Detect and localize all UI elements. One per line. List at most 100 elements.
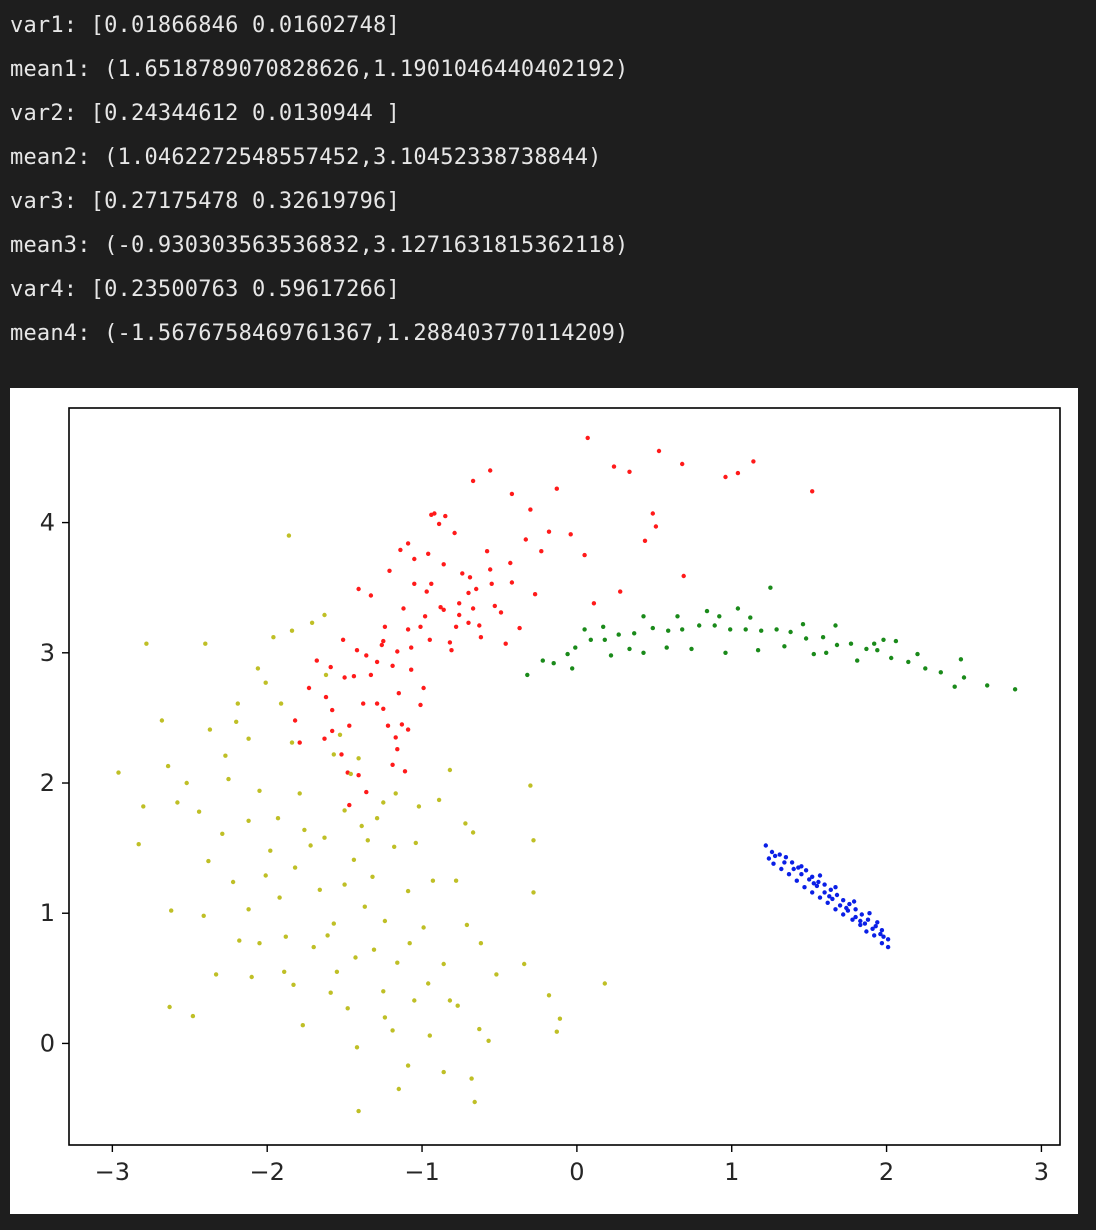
points-layer [116,435,1018,1114]
data-point [371,947,377,952]
data-point [263,873,268,878]
data-point [864,929,869,934]
data-point [353,955,358,960]
data-point [207,727,213,732]
data-point [427,1033,432,1038]
data-point [748,615,753,620]
data-point [309,620,315,625]
data-point [249,974,254,980]
data-point [885,944,891,950]
data-point [616,632,621,637]
scatter-plot-output: −3 −2 −1 0 1 2 3 0 1 2 3 4 [10,388,1078,1214]
data-point [235,701,240,706]
data-point [306,685,312,691]
data-point [422,614,428,619]
data-point [618,589,623,594]
data-point [539,549,544,554]
data-point [723,474,728,480]
data-point [546,993,552,998]
data-point [426,981,431,986]
data-point [554,486,559,491]
data-point [340,637,346,642]
output-line-mean2: mean2: (1.0462272548557452,3.10452338738… [10,145,602,170]
data-point [870,926,875,931]
data-point [811,881,816,886]
x-tick-label: 1 [724,1158,739,1186]
data-point [469,1076,474,1081]
data-point [488,468,493,473]
data-point [653,524,659,529]
data-point [704,608,710,614]
data-point [317,887,322,892]
data-point [390,762,395,767]
data-point [938,670,943,675]
data-point [453,624,459,629]
data-point [427,637,432,642]
data-point [385,723,391,728]
data-point [365,838,370,843]
data-point [323,672,329,678]
data-point [817,895,823,900]
data-point [551,661,556,666]
data-point [800,622,806,627]
data-point [399,722,405,727]
data-point [203,641,208,646]
output-line-mean4: mean4: (-1.5676758469761367,1.2884037701… [10,321,629,346]
data-point [196,809,202,814]
data-point [268,848,273,853]
data-point [409,667,414,672]
data-point [421,925,426,930]
data-point [810,890,815,895]
data-point [167,1004,172,1010]
series-4 [116,533,607,1114]
data-point [159,718,165,723]
data-point [345,1006,350,1011]
data-point [361,701,366,706]
data-point [834,642,840,648]
data-point [841,898,846,903]
data-point [531,890,536,895]
data-point [331,752,336,757]
output-line-mean1: mean1: (1.6518789070828626,1.19010464404… [10,57,629,82]
data-point [436,797,442,803]
data-point [771,861,776,866]
data-point [223,753,228,758]
data-point [650,511,655,516]
data-point [680,461,685,467]
data-point [441,562,446,567]
data-point [523,537,528,542]
data-point [772,853,778,859]
data-point [246,818,251,823]
data-point [851,899,857,904]
data-point [368,593,374,598]
data-point [498,610,504,615]
data-point [393,791,398,796]
data-point [379,642,384,648]
data-point [429,581,434,586]
data-point [827,894,832,899]
series-1 [292,435,815,808]
data-point [958,657,964,662]
data-point [488,567,493,572]
data-point [768,585,773,590]
data-point [885,937,891,942]
data-point [359,823,364,829]
data-point [351,674,357,679]
data-point [985,683,990,688]
data-point [426,551,431,556]
data-point [278,701,284,706]
scatter-chart: −3 −2 −1 0 1 2 3 0 1 2 3 4 [40,407,1061,1186]
data-point [432,511,437,516]
x-tick-label: 3 [1034,1158,1049,1186]
data-point [453,878,459,883]
data-point [472,1099,477,1105]
data-point [791,866,796,872]
data-point [816,879,821,885]
data-point [356,756,361,761]
data-point [441,607,446,612]
data-point [627,646,632,652]
output-line-var3: var3: [0.27175478 0.32619796] [10,189,400,214]
data-point [412,556,417,562]
data-point [881,637,886,642]
y-tick-label: 2 [40,769,55,797]
